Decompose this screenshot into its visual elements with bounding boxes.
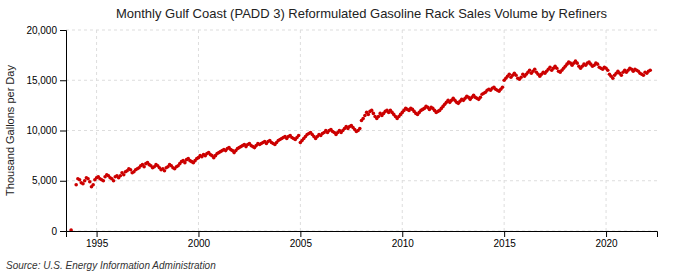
y-axis-title: Thousand Gallons per Day <box>4 65 16 196</box>
y-tick: 20,000 <box>26 25 66 36</box>
point <box>620 73 624 77</box>
x-axis-line <box>67 232 658 238</box>
y-tick-label: 5,000 <box>32 175 57 186</box>
x-tick: 2005 <box>290 231 313 249</box>
x-axis: 1995 2000 2005 2010 2015 2020 <box>67 231 658 249</box>
point <box>648 68 652 72</box>
y-tick: 10,000 <box>26 125 66 136</box>
point <box>575 61 579 65</box>
point <box>163 169 167 173</box>
point <box>361 117 365 121</box>
point <box>122 173 126 177</box>
x-tick: 2000 <box>188 231 211 249</box>
point <box>363 114 367 118</box>
point <box>142 165 146 169</box>
y-tick-mark <box>60 181 66 182</box>
x-tick-label: 2005 <box>290 238 313 249</box>
point <box>69 228 73 231</box>
point <box>642 73 646 77</box>
point <box>88 180 92 184</box>
y-tick-label: 15,000 <box>26 75 57 86</box>
point <box>183 161 187 165</box>
x-tick-mark <box>504 231 505 237</box>
point <box>514 73 518 77</box>
x-tick-mark <box>402 231 403 237</box>
point <box>533 67 537 71</box>
point <box>501 85 505 89</box>
point <box>372 112 376 116</box>
source-note: Source: U.S. Energy Information Administ… <box>6 260 216 271</box>
point <box>366 113 370 117</box>
y-tick-mark <box>60 30 66 31</box>
y-grid-line <box>66 30 657 31</box>
y-tick-mark <box>60 80 66 81</box>
point <box>83 179 87 183</box>
x-tick: 2020 <box>595 231 618 249</box>
point <box>119 174 123 178</box>
point <box>606 68 610 72</box>
point <box>548 65 552 69</box>
chart: 1995 2000 2005 2010 2015 2020 0 5,000 10,000 15,0… <box>0 0 675 275</box>
point <box>297 134 301 138</box>
point <box>555 66 559 70</box>
point <box>507 72 511 76</box>
point <box>611 76 615 80</box>
x-tick: 1995 <box>86 231 109 249</box>
x-tick-label: 2015 <box>494 238 517 249</box>
point <box>74 183 78 187</box>
x-tick-label: 2020 <box>595 238 618 249</box>
y-tick-mark <box>60 131 66 132</box>
x-tick: 2015 <box>494 231 517 249</box>
grid <box>66 30 657 231</box>
point <box>519 75 523 79</box>
points <box>69 59 652 231</box>
y-tick-label: 0 <box>51 226 57 237</box>
x-tick-mark <box>97 231 98 237</box>
x-tick-mark <box>300 231 301 237</box>
y-tick: 5,000 <box>32 175 66 186</box>
y-tick: 15,000 <box>26 75 66 86</box>
point <box>370 109 374 113</box>
x-tick-label: 1995 <box>86 238 109 249</box>
point <box>129 168 133 172</box>
point <box>377 115 381 119</box>
point <box>102 179 106 183</box>
title: Monthly Gulf Coast (PADD 3) Reformulated… <box>116 6 608 21</box>
point <box>358 127 362 131</box>
x-tick: 2010 <box>392 231 415 249</box>
point <box>112 179 116 183</box>
y-axis-line <box>60 31 67 232</box>
y-tick-label: 20,000 <box>26 25 57 36</box>
point <box>479 96 483 100</box>
x-tick-mark <box>198 231 199 237</box>
y-grid-line <box>66 180 657 181</box>
y-tick: 0 <box>51 226 66 237</box>
y-axis: 0 5,000 10,000 15,000 20,000 <box>26 25 66 237</box>
point <box>528 68 532 72</box>
x-tick-mark <box>606 231 607 237</box>
point <box>78 178 82 182</box>
point <box>596 62 600 66</box>
point <box>91 183 95 187</box>
x-tick-label: 2000 <box>188 238 211 249</box>
point <box>81 182 85 186</box>
x-tick-label: 2010 <box>392 238 415 249</box>
y-grid-line <box>66 130 657 131</box>
y-grid-line <box>66 80 657 81</box>
point <box>86 177 90 181</box>
y-tick-label: 10,000 <box>26 125 57 136</box>
y-tick-mark <box>60 231 66 232</box>
